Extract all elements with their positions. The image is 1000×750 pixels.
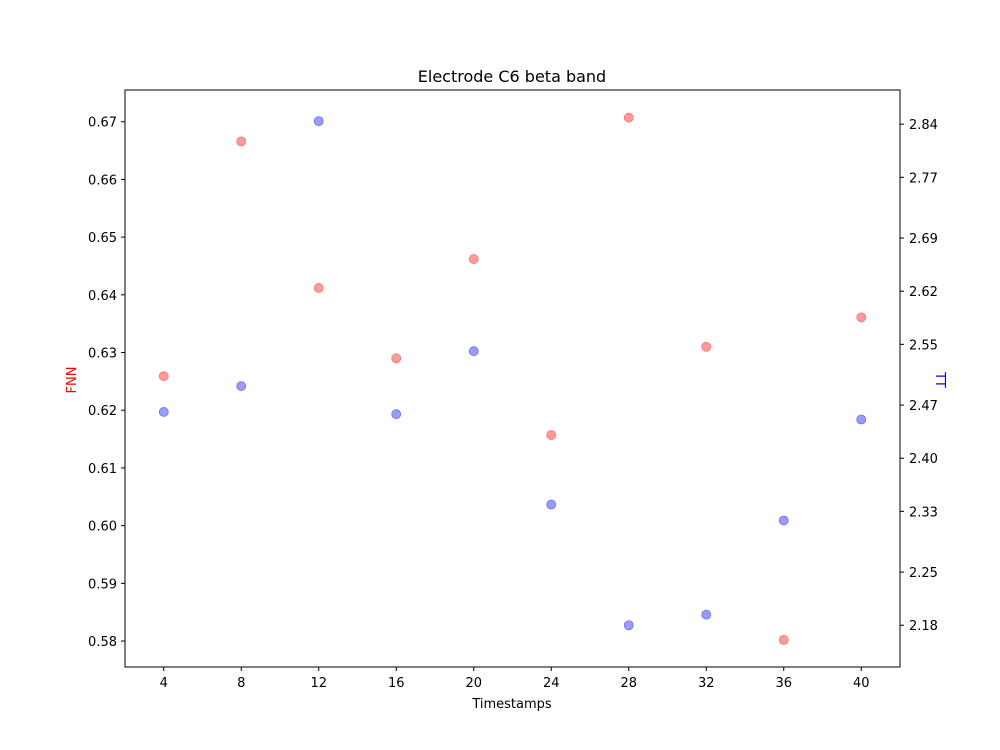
x-tick-label: 20	[465, 676, 482, 691]
y-tick-label-left: 0.60	[88, 520, 117, 535]
y-tick-label-left: 0.67	[88, 116, 117, 131]
x-tick-label: 16	[388, 676, 405, 691]
data-point-fnn	[236, 136, 247, 147]
x-axis: 4 8 12 16 20 24 28 32 36 40	[160, 667, 870, 691]
data-point-tt	[778, 515, 789, 526]
data-point-fnn	[623, 112, 634, 123]
data-point-tt	[236, 381, 247, 391]
chart-title: Electrode C6 beta band	[418, 67, 606, 86]
data-point-tt	[158, 407, 169, 417]
y-tick-label-left: 0.64	[88, 289, 117, 304]
data-point-fnn	[158, 371, 169, 382]
x-tick-label: 24	[543, 676, 560, 691]
y-tick-label-left: 0.61	[88, 462, 117, 477]
y-axis-right: 2.18 2.25 2.33 2.40 2.47 2.55 2.62 2.69 2.77 2.84	[900, 118, 938, 634]
y-tick-label-left: 0.66	[88, 173, 117, 188]
data-point-tt	[468, 346, 479, 357]
x-tick-label: 40	[853, 676, 870, 691]
y-tick-label-left: 0.59	[88, 577, 117, 592]
y-tick-label-right: 2.62	[909, 285, 938, 300]
x-axis-title: Timestamps	[471, 697, 552, 712]
x-tick-label: 4	[160, 676, 168, 691]
data-point-fnn	[313, 283, 324, 293]
y-tick-label-left: 0.65	[88, 231, 117, 246]
x-tick-label: 12	[310, 676, 327, 691]
x-tick-label: 32	[698, 676, 715, 691]
x-tick-label: 28	[620, 676, 637, 691]
data-point-fnn	[701, 341, 712, 352]
y-axis-title-left: FNN	[65, 367, 80, 394]
data-point-tt	[391, 409, 402, 420]
x-tick-label: 8	[237, 676, 245, 691]
data-point-tt	[313, 116, 324, 127]
data-point-fnn	[391, 353, 402, 364]
y-tick-label-right: 2.25	[909, 566, 938, 581]
y-tick-label-left: 0.62	[88, 404, 117, 419]
y-tick-label-left: 0.63	[88, 347, 117, 362]
data-point-tt	[546, 499, 557, 510]
y-tick-label-right: 2.55	[909, 338, 938, 353]
y-tick-label-right: 2.18	[909, 619, 938, 634]
plot-frame	[124, 89, 901, 668]
y-tick-label-right: 2.47	[909, 399, 938, 414]
y-tick-label-right: 2.77	[909, 171, 938, 186]
y-tick-label-right: 2.33	[909, 505, 938, 520]
y-tick-label-right: 2.69	[909, 232, 938, 247]
x-tick-label: 36	[775, 676, 792, 691]
y-tick-label-left: 0.58	[88, 635, 117, 650]
data-point-fnn	[468, 254, 479, 264]
data-point-tt	[701, 609, 712, 620]
y-tick-label-right: 2.40	[909, 452, 938, 467]
data-point-fnn	[778, 634, 789, 645]
data-point-fnn	[856, 312, 867, 323]
data-point-fnn	[546, 430, 557, 440]
data-point-tt	[856, 414, 867, 425]
data-points	[158, 112, 867, 645]
y-tick-label-right: 2.84	[909, 118, 938, 133]
y-axis-left: 0.58 0.59 0.60 0.61 0.62 0.63 0.64 0.65 0.66 0.67	[88, 116, 125, 650]
y-axis-title-right: TT	[932, 371, 947, 388]
data-point-tt	[623, 620, 634, 631]
